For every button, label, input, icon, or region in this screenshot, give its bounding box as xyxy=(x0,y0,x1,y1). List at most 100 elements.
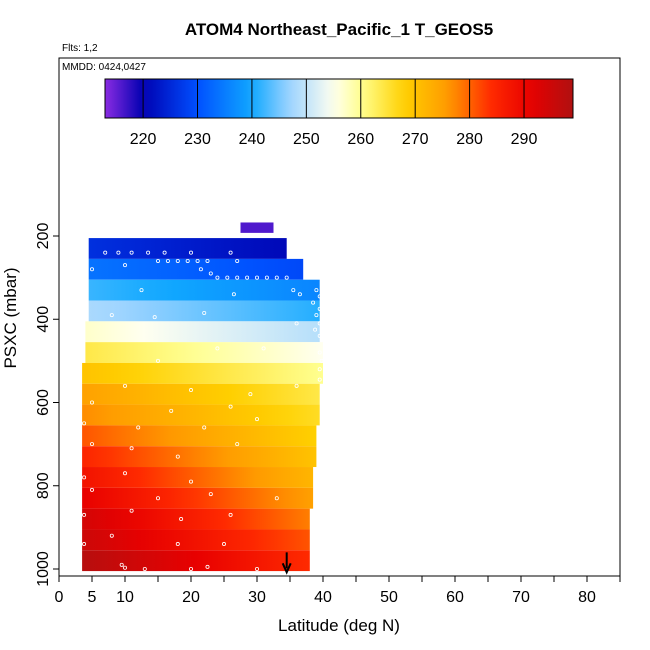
colorbar-tick-label: 280 xyxy=(456,131,483,148)
observation-point xyxy=(294,383,299,388)
temperature-layer xyxy=(82,508,310,530)
temperature-layer xyxy=(85,321,320,343)
x-tick-label: 50 xyxy=(380,589,398,606)
temperature-layer xyxy=(82,529,310,551)
observation-point xyxy=(269,233,274,238)
temperature-layer xyxy=(88,279,320,301)
observation-point xyxy=(235,258,240,263)
arrow-head xyxy=(281,562,292,575)
observation-point xyxy=(82,542,87,547)
observation-point xyxy=(142,567,147,572)
colorbar-tick-label: 240 xyxy=(239,131,266,148)
arrow-marker xyxy=(281,552,292,575)
x-tick-label: 10 xyxy=(116,589,134,606)
observation-point xyxy=(313,327,318,332)
temperature-layer xyxy=(88,300,320,322)
colorbar-tick-label: 230 xyxy=(184,131,211,148)
date-note: MMDD: 0424,0427 xyxy=(62,62,146,73)
observation-points xyxy=(82,233,324,572)
observation-point xyxy=(185,258,190,263)
observation-point xyxy=(198,267,203,272)
y-tick-label: 400 xyxy=(35,306,52,333)
observation-point xyxy=(188,388,193,393)
y-tick-label: 600 xyxy=(35,389,52,416)
colorbar-tick-label: 220 xyxy=(130,131,157,148)
temperature-layer xyxy=(82,446,317,468)
observation-point xyxy=(129,250,134,255)
observation-point xyxy=(317,294,322,299)
temperature-layer xyxy=(88,238,287,259)
observation-point xyxy=(264,233,269,238)
observation-point xyxy=(274,275,279,280)
temperature-layers xyxy=(82,222,324,572)
observation-point xyxy=(175,542,180,547)
observation-point xyxy=(291,288,296,293)
observation-point xyxy=(195,258,200,263)
observation-point xyxy=(155,496,160,501)
observation-point xyxy=(90,267,95,272)
observation-point xyxy=(146,250,151,255)
observation-point xyxy=(294,321,299,326)
colorbar-tick-label: 260 xyxy=(347,131,374,148)
colorbar-ramp xyxy=(104,78,574,119)
x-tick-label: 70 xyxy=(512,589,530,606)
y-tick-label: 800 xyxy=(35,472,52,499)
colorbar-ticks: 220 230 240 250 260 270 280 290 xyxy=(130,79,537,148)
flights-note: Flts: 1,2 xyxy=(62,43,98,54)
observation-point xyxy=(179,517,184,522)
temperature-layer xyxy=(82,467,314,488)
observation-point xyxy=(258,233,263,238)
observation-point xyxy=(317,350,322,355)
observation-point xyxy=(188,479,193,484)
observation-point xyxy=(109,533,114,538)
observation-point xyxy=(248,392,253,397)
observation-point xyxy=(319,358,324,363)
observation-point xyxy=(317,377,322,382)
observation-point xyxy=(215,346,220,351)
observation-point xyxy=(274,496,279,501)
x-axis-ticks: 0 5 10 20 30 40 50 60 70 80 xyxy=(55,576,621,606)
observation-point xyxy=(245,275,250,280)
observation-point xyxy=(90,400,95,405)
observation-point xyxy=(297,292,302,297)
y-tick-label: 200 xyxy=(35,223,52,250)
observation-point xyxy=(215,275,220,280)
observation-point xyxy=(82,421,87,426)
observation-point xyxy=(175,454,180,459)
observation-point xyxy=(205,258,210,263)
observation-point xyxy=(317,321,322,326)
observation-point xyxy=(208,271,213,276)
observation-point xyxy=(103,250,108,255)
observation-point xyxy=(109,313,114,318)
observation-point xyxy=(162,250,167,255)
y-tick-label: 1000 xyxy=(35,551,52,587)
observation-point xyxy=(155,258,160,263)
x-axis-label: Latitude (deg N) xyxy=(278,616,400,635)
observation-point xyxy=(82,512,87,517)
observation-point xyxy=(123,383,128,388)
observation-point xyxy=(228,250,233,255)
temperature-layer xyxy=(85,342,324,363)
colorbar xyxy=(104,78,574,119)
observation-point xyxy=(235,275,240,280)
observation-point xyxy=(129,508,134,513)
observation-point xyxy=(90,442,95,447)
observation-point xyxy=(317,306,322,311)
temperature-layer xyxy=(82,383,320,405)
plot-frame xyxy=(58,57,621,577)
observation-point xyxy=(202,425,207,430)
x-tick-label: 30 xyxy=(248,589,266,606)
observation-point xyxy=(261,346,266,351)
x-tick-label: 0 xyxy=(55,589,64,606)
observation-point xyxy=(188,250,193,255)
observation-point xyxy=(284,275,289,280)
observation-point xyxy=(188,567,193,572)
observation-point xyxy=(119,562,124,567)
observation-point xyxy=(169,408,174,413)
observation-point xyxy=(228,404,233,409)
observation-point xyxy=(311,300,316,305)
observation-point xyxy=(208,492,213,497)
x-tick-label: 20 xyxy=(182,589,200,606)
temperature-layer xyxy=(82,550,310,572)
